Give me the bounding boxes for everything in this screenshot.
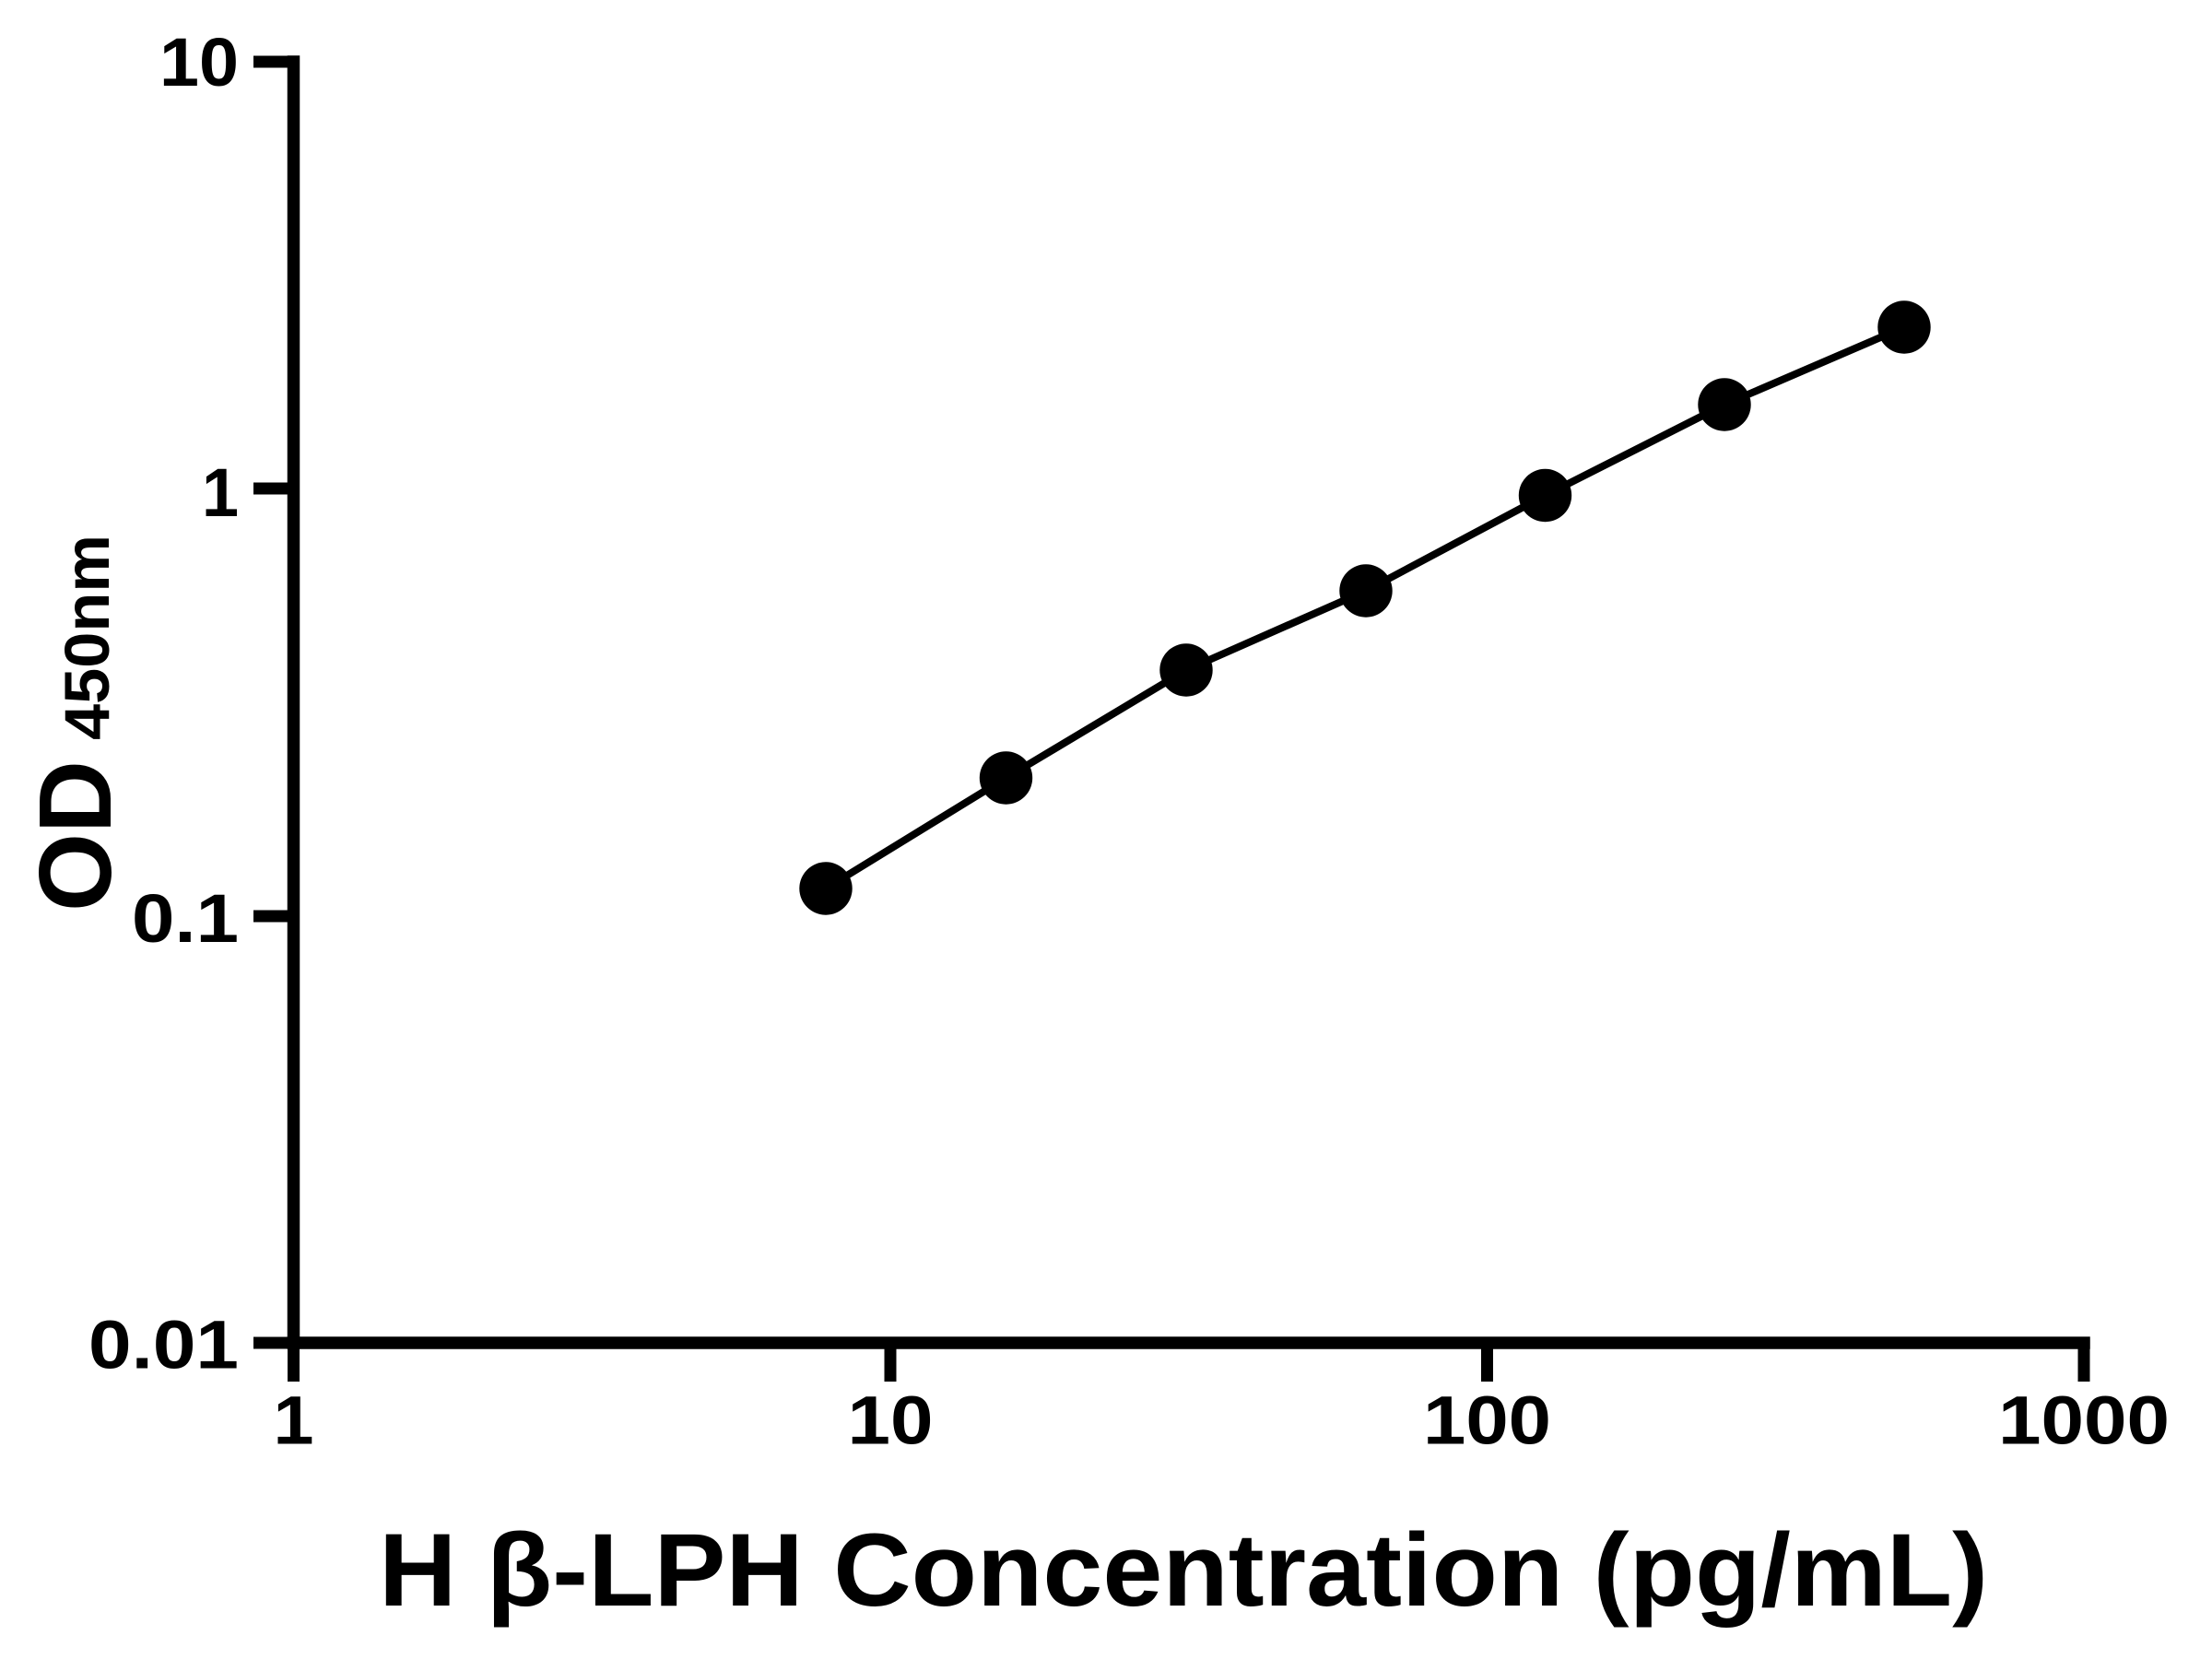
svg-text:1: 1 bbox=[274, 1382, 314, 1459]
svg-text:H β-LPH Concentration (pg/mL): H β-LPH Concentration (pg/mL) bbox=[379, 1512, 1988, 1628]
svg-text:450nm: 450nm bbox=[52, 535, 123, 740]
svg-text:10: 10 bbox=[848, 1382, 934, 1459]
svg-text:100: 100 bbox=[1423, 1382, 1551, 1459]
svg-text:OD: OD bbox=[18, 760, 133, 912]
svg-text:1: 1 bbox=[202, 454, 239, 531]
svg-text:10: 10 bbox=[159, 24, 239, 100]
svg-text:1000: 1000 bbox=[1998, 1382, 2170, 1459]
svg-text:0.1: 0.1 bbox=[132, 880, 239, 957]
svg-text:0.01: 0.01 bbox=[88, 1307, 239, 1383]
